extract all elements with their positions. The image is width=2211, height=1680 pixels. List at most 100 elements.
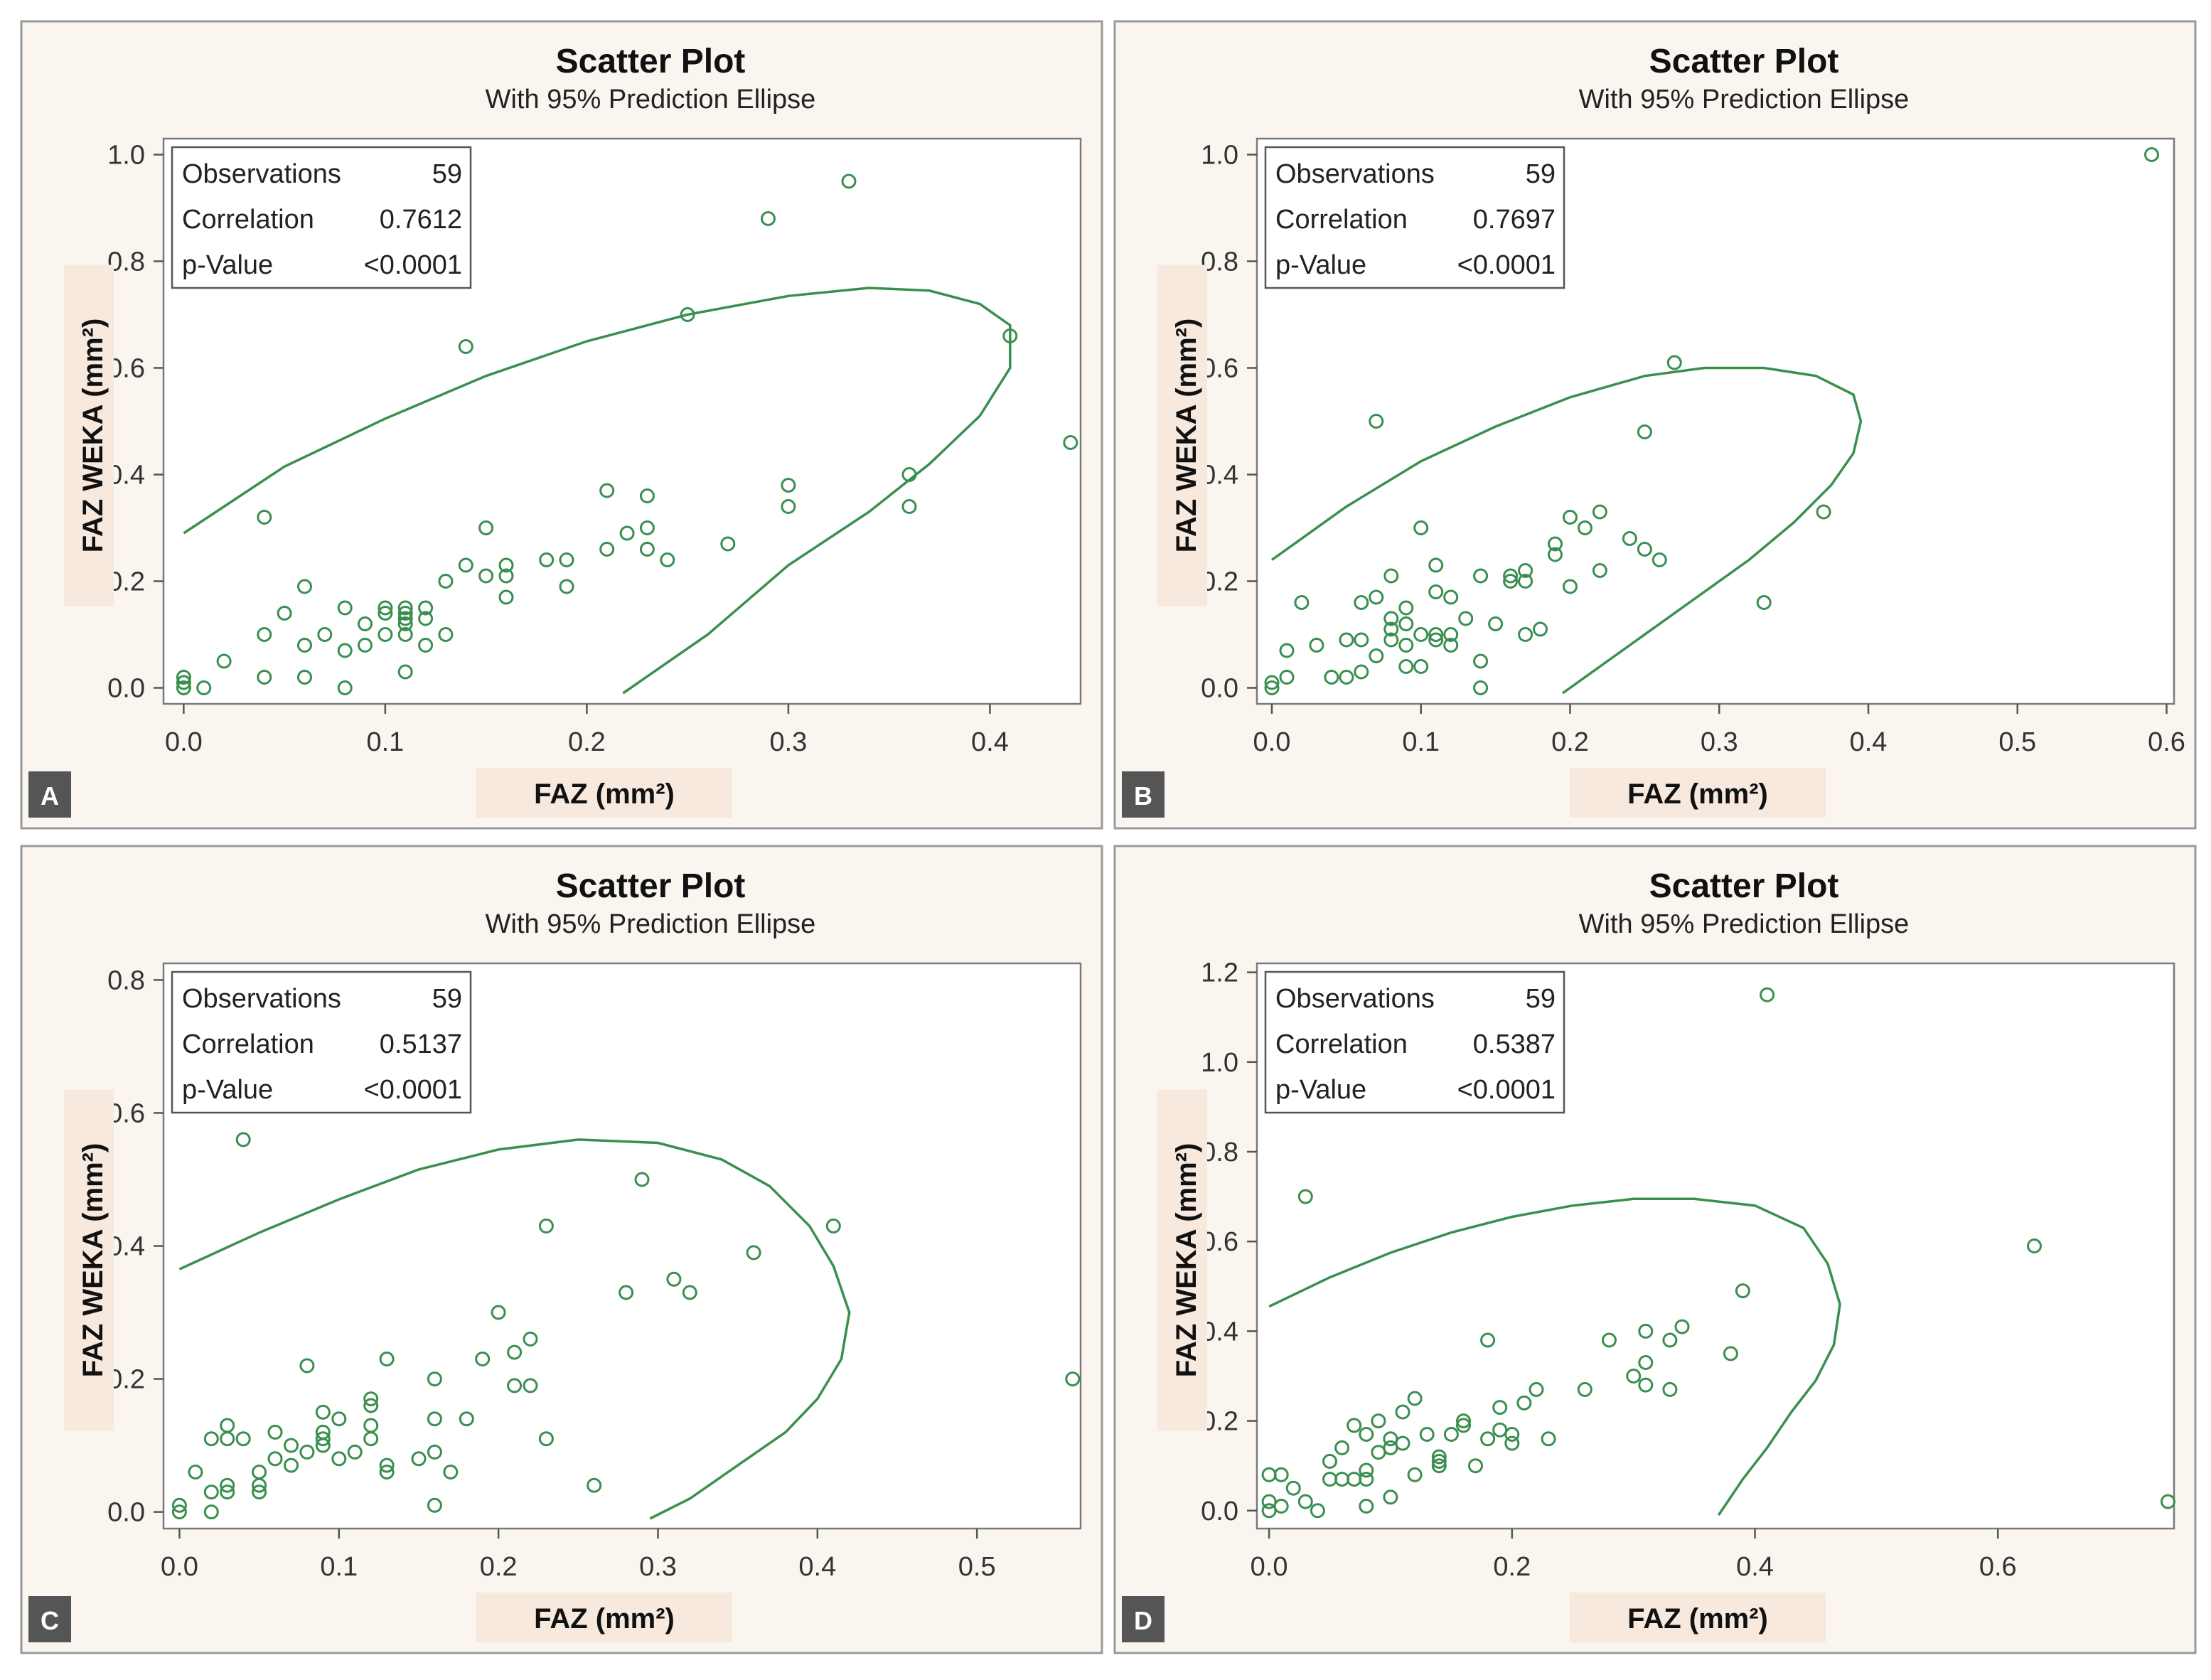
scatter-point [1339,670,1354,685]
scatter-point [1310,1503,1325,1519]
chart-subtitle: With 95% Prediction Ellipse [1579,909,1910,939]
scatter-point [257,510,272,525]
scatter-point [363,1431,379,1447]
x-axis-label-background [476,768,732,818]
scatter-point [1638,1355,1654,1370]
x-tick-label: 0.2 [1493,1552,1531,1582]
y-tick-label: 0.0 [107,1498,145,1528]
scatter-point [1339,632,1354,648]
scatter-point [1354,664,1369,680]
scatter-point [1443,627,1459,642]
scatter-point [523,1331,538,1347]
scatter-point [284,1438,299,1453]
scatter-point [639,488,655,503]
chart-title: Scatter Plot [1649,867,1839,905]
y-axis-label-background [1157,264,1207,606]
scatter-point [1666,355,1682,370]
scatter-point [682,1285,697,1300]
scatter-point [257,627,272,642]
x-tick-label: 0.4 [1850,727,1888,757]
scatter-point [1371,1413,1386,1429]
scatter-point [1347,1418,1362,1433]
scatter-point [315,1404,331,1420]
scatter-point [337,680,353,695]
x-tick-label: 0.3 [769,727,807,757]
scatter-point [639,542,655,557]
scatter-point [1473,653,1489,669]
scatter-point [299,1358,315,1374]
scatter-point [397,600,413,616]
stats-label: Observations [1275,159,1435,189]
scatter-point [825,1218,841,1234]
scatter-point [599,483,615,498]
stats-label: p-Value [182,1075,273,1105]
y-tick-label: 0.0 [107,674,145,704]
scatter-point [901,499,917,514]
stats-value: 59 [432,159,462,189]
scatter-point [331,1411,347,1427]
x-axis-label: FAZ (mm²) [534,1603,675,1634]
scatter-point [331,1451,347,1467]
scatter-point [297,579,312,594]
scatter-point [478,520,494,535]
scatter-point [1428,584,1444,599]
scatter-point [2144,147,2159,162]
stats-label: p-Value [1275,250,1366,280]
stats-label: Correlation [1275,1029,1408,1059]
scatter-point [1359,1427,1374,1442]
scatter-point [1369,648,1384,663]
scatter-point [619,1285,634,1300]
panel-letter-badge [28,771,71,818]
stats-value: 0.5137 [380,1029,462,1059]
scatter-point [378,606,393,621]
scatter-point [1297,1189,1313,1204]
scatter-point [397,627,413,642]
y-tick-label: 0.8 [107,965,145,995]
scatter-point [1516,1395,1532,1411]
scatter-point [1359,1499,1374,1514]
scatter-point [1002,328,1018,343]
stats-value: 0.5387 [1473,1029,1556,1059]
scatter-point [1760,987,1775,1002]
scatter-point [1473,568,1489,584]
scatter-point [171,1504,187,1520]
scatter-point [1468,1458,1483,1474]
scatter-point [1548,536,1563,552]
scatter-point [397,616,413,631]
scatter-point [1428,632,1444,648]
scatter-point [176,675,191,690]
stats-value: <0.0001 [1457,1075,1556,1105]
scatter-point [1395,1404,1410,1420]
panel-letter-badge [1122,771,1165,818]
stats-box [171,146,472,289]
scatter-point [284,1457,299,1473]
scatter-point [378,600,393,616]
scatter-point [1383,611,1399,626]
stats-box [1264,970,1565,1114]
scatter-point [680,307,695,322]
scatter-point [1334,1440,1350,1455]
x-tick-label: 0.6 [1979,1552,2017,1582]
x-tick-label: 0.6 [2148,727,2185,757]
stats-label: Observations [182,984,341,1014]
prediction-ellipse [1270,366,1863,695]
scatter-point [1592,563,1607,578]
scatter-point [252,1484,267,1500]
stats-value: <0.0001 [1457,250,1556,280]
stats-label: p-Value [182,250,273,280]
stats-value: 59 [1526,159,1556,189]
scatter-point [1279,670,1295,685]
scatter-point [1529,1381,1544,1397]
scatter-point [507,1344,523,1360]
scatter-point [1309,638,1324,653]
scatter-point [1674,1319,1690,1334]
scatter-point [1359,1472,1374,1487]
scatter-point [1578,520,1592,535]
scatter-point [235,1431,251,1447]
stats-label: Correlation [182,1029,314,1059]
stats-value: <0.0001 [364,250,462,280]
scatter-point [2027,1238,2042,1253]
scatter-point [498,568,514,584]
scatter-point [1602,1332,1617,1348]
scatter-point [781,499,796,514]
